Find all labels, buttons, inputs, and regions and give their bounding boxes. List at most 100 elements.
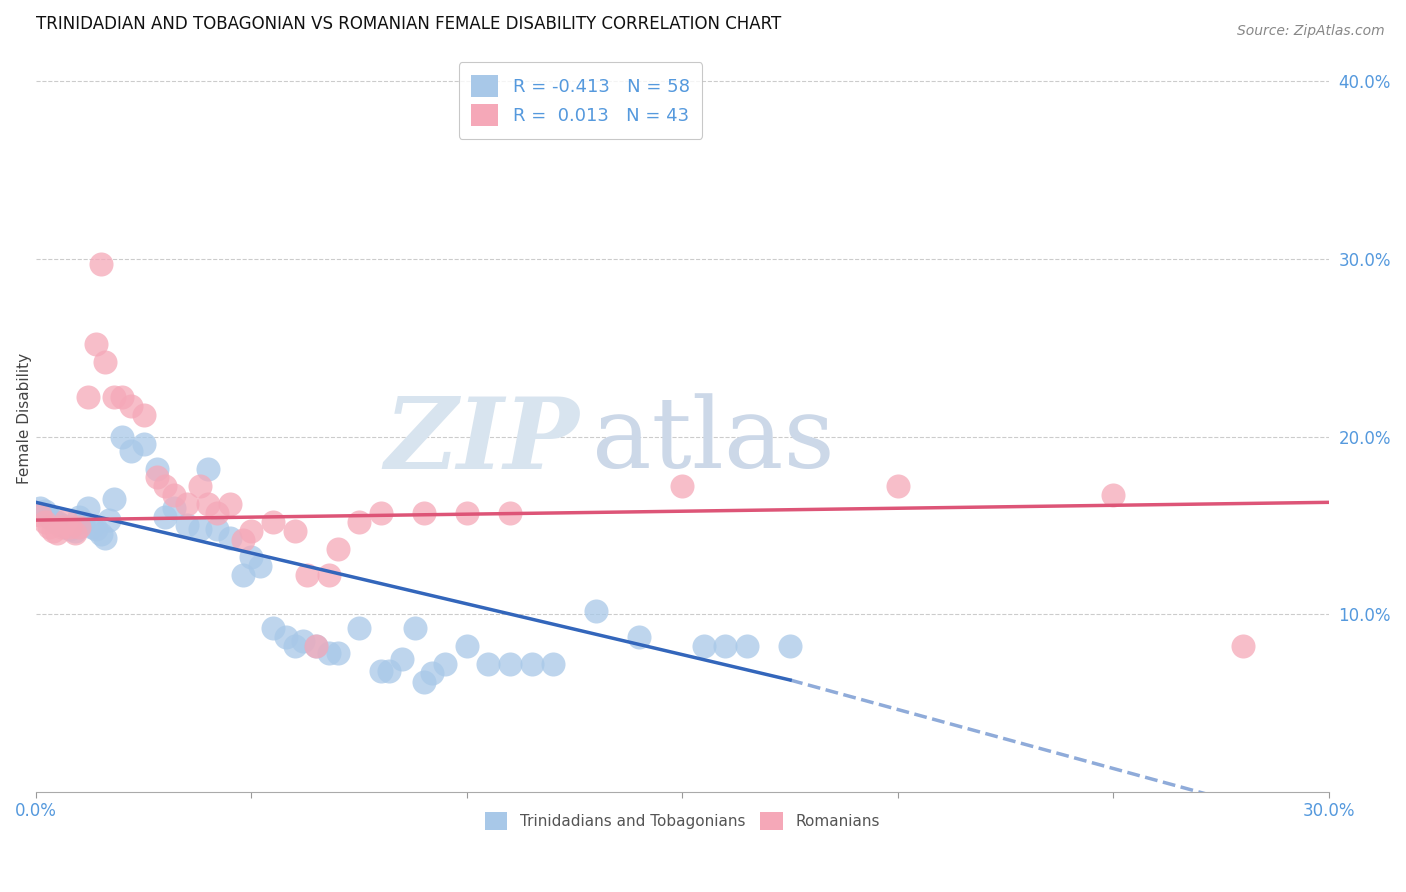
Point [51,518,73,533]
Point [305,640,328,654]
Point [145,470,167,484]
Point [59,520,82,534]
Point [76,391,98,405]
Point [188,522,211,536]
Point [1232,640,1254,654]
Point [188,479,211,493]
Point [80,520,103,534]
Text: Source: ZipAtlas.com: Source: ZipAtlas.com [1237,24,1385,38]
Point [693,640,716,654]
Point [240,550,263,565]
Point [132,436,155,450]
Point [240,524,263,538]
Point [499,657,522,671]
Point [274,631,297,645]
Point [283,524,305,538]
Point [30,508,52,522]
Point [103,491,125,506]
Point [120,443,142,458]
Point [370,506,392,520]
Point [628,631,651,645]
Point [42,524,65,538]
Point [318,646,340,660]
Point [370,664,392,678]
Point [90,527,112,541]
Point [94,531,117,545]
Point [1102,488,1125,502]
Point [63,525,86,540]
Point [218,531,240,545]
Point [94,355,117,369]
Point [38,520,60,534]
Point [163,500,186,515]
Point [111,429,134,443]
Point [456,506,478,520]
Point [176,518,198,533]
Point [218,497,240,511]
Point [422,665,444,680]
Point [326,541,349,556]
Y-axis label: Female Disability: Female Disability [17,353,32,484]
Point [176,497,198,511]
Point [434,657,457,671]
Point [197,461,219,475]
Point [51,520,73,534]
Point [67,509,90,524]
Point [305,640,328,654]
Point [163,488,186,502]
Point [887,479,910,493]
Point [30,500,52,515]
Legend: Trinidadians and Tobagonians, Romanians: Trinidadians and Tobagonians, Romanians [478,805,886,837]
Point [318,568,340,582]
Point [671,479,693,493]
Point [55,513,77,527]
Point [42,513,65,527]
Point [59,522,82,536]
Point [145,461,167,475]
Point [347,622,370,636]
Text: ZIP: ZIP [384,393,579,490]
Point [456,640,478,654]
Point [477,657,499,671]
Point [262,515,284,529]
Point [67,520,90,534]
Point [585,604,607,618]
Point [391,651,413,665]
Point [412,506,434,520]
Point [541,657,564,671]
Point [205,506,228,520]
Point [205,522,228,536]
Point [779,640,801,654]
Point [520,657,543,671]
Point [283,640,305,654]
Text: TRINIDADIAN AND TOBAGONIAN VS ROMANIAN FEMALE DISABILITY CORRELATION CHART: TRINIDADIAN AND TOBAGONIAN VS ROMANIAN F… [37,15,782,33]
Point [249,559,271,574]
Point [120,400,142,414]
Point [111,391,134,405]
Point [72,515,94,529]
Point [98,513,121,527]
Point [63,524,86,538]
Point [232,533,254,547]
Point [232,568,254,582]
Point [404,622,426,636]
Point [326,646,349,660]
Point [297,568,319,582]
Point [103,391,125,405]
Point [499,506,522,520]
Point [34,504,56,518]
Point [46,515,69,529]
Point [378,664,401,678]
Text: atlas: atlas [592,393,835,489]
Point [46,525,69,540]
Point [412,674,434,689]
Point [76,500,98,515]
Point [714,640,737,654]
Point [84,337,107,351]
Point [155,509,177,524]
Point [197,497,219,511]
Point [55,520,77,534]
Point [84,522,107,536]
Point [292,634,315,648]
Point [38,509,60,524]
